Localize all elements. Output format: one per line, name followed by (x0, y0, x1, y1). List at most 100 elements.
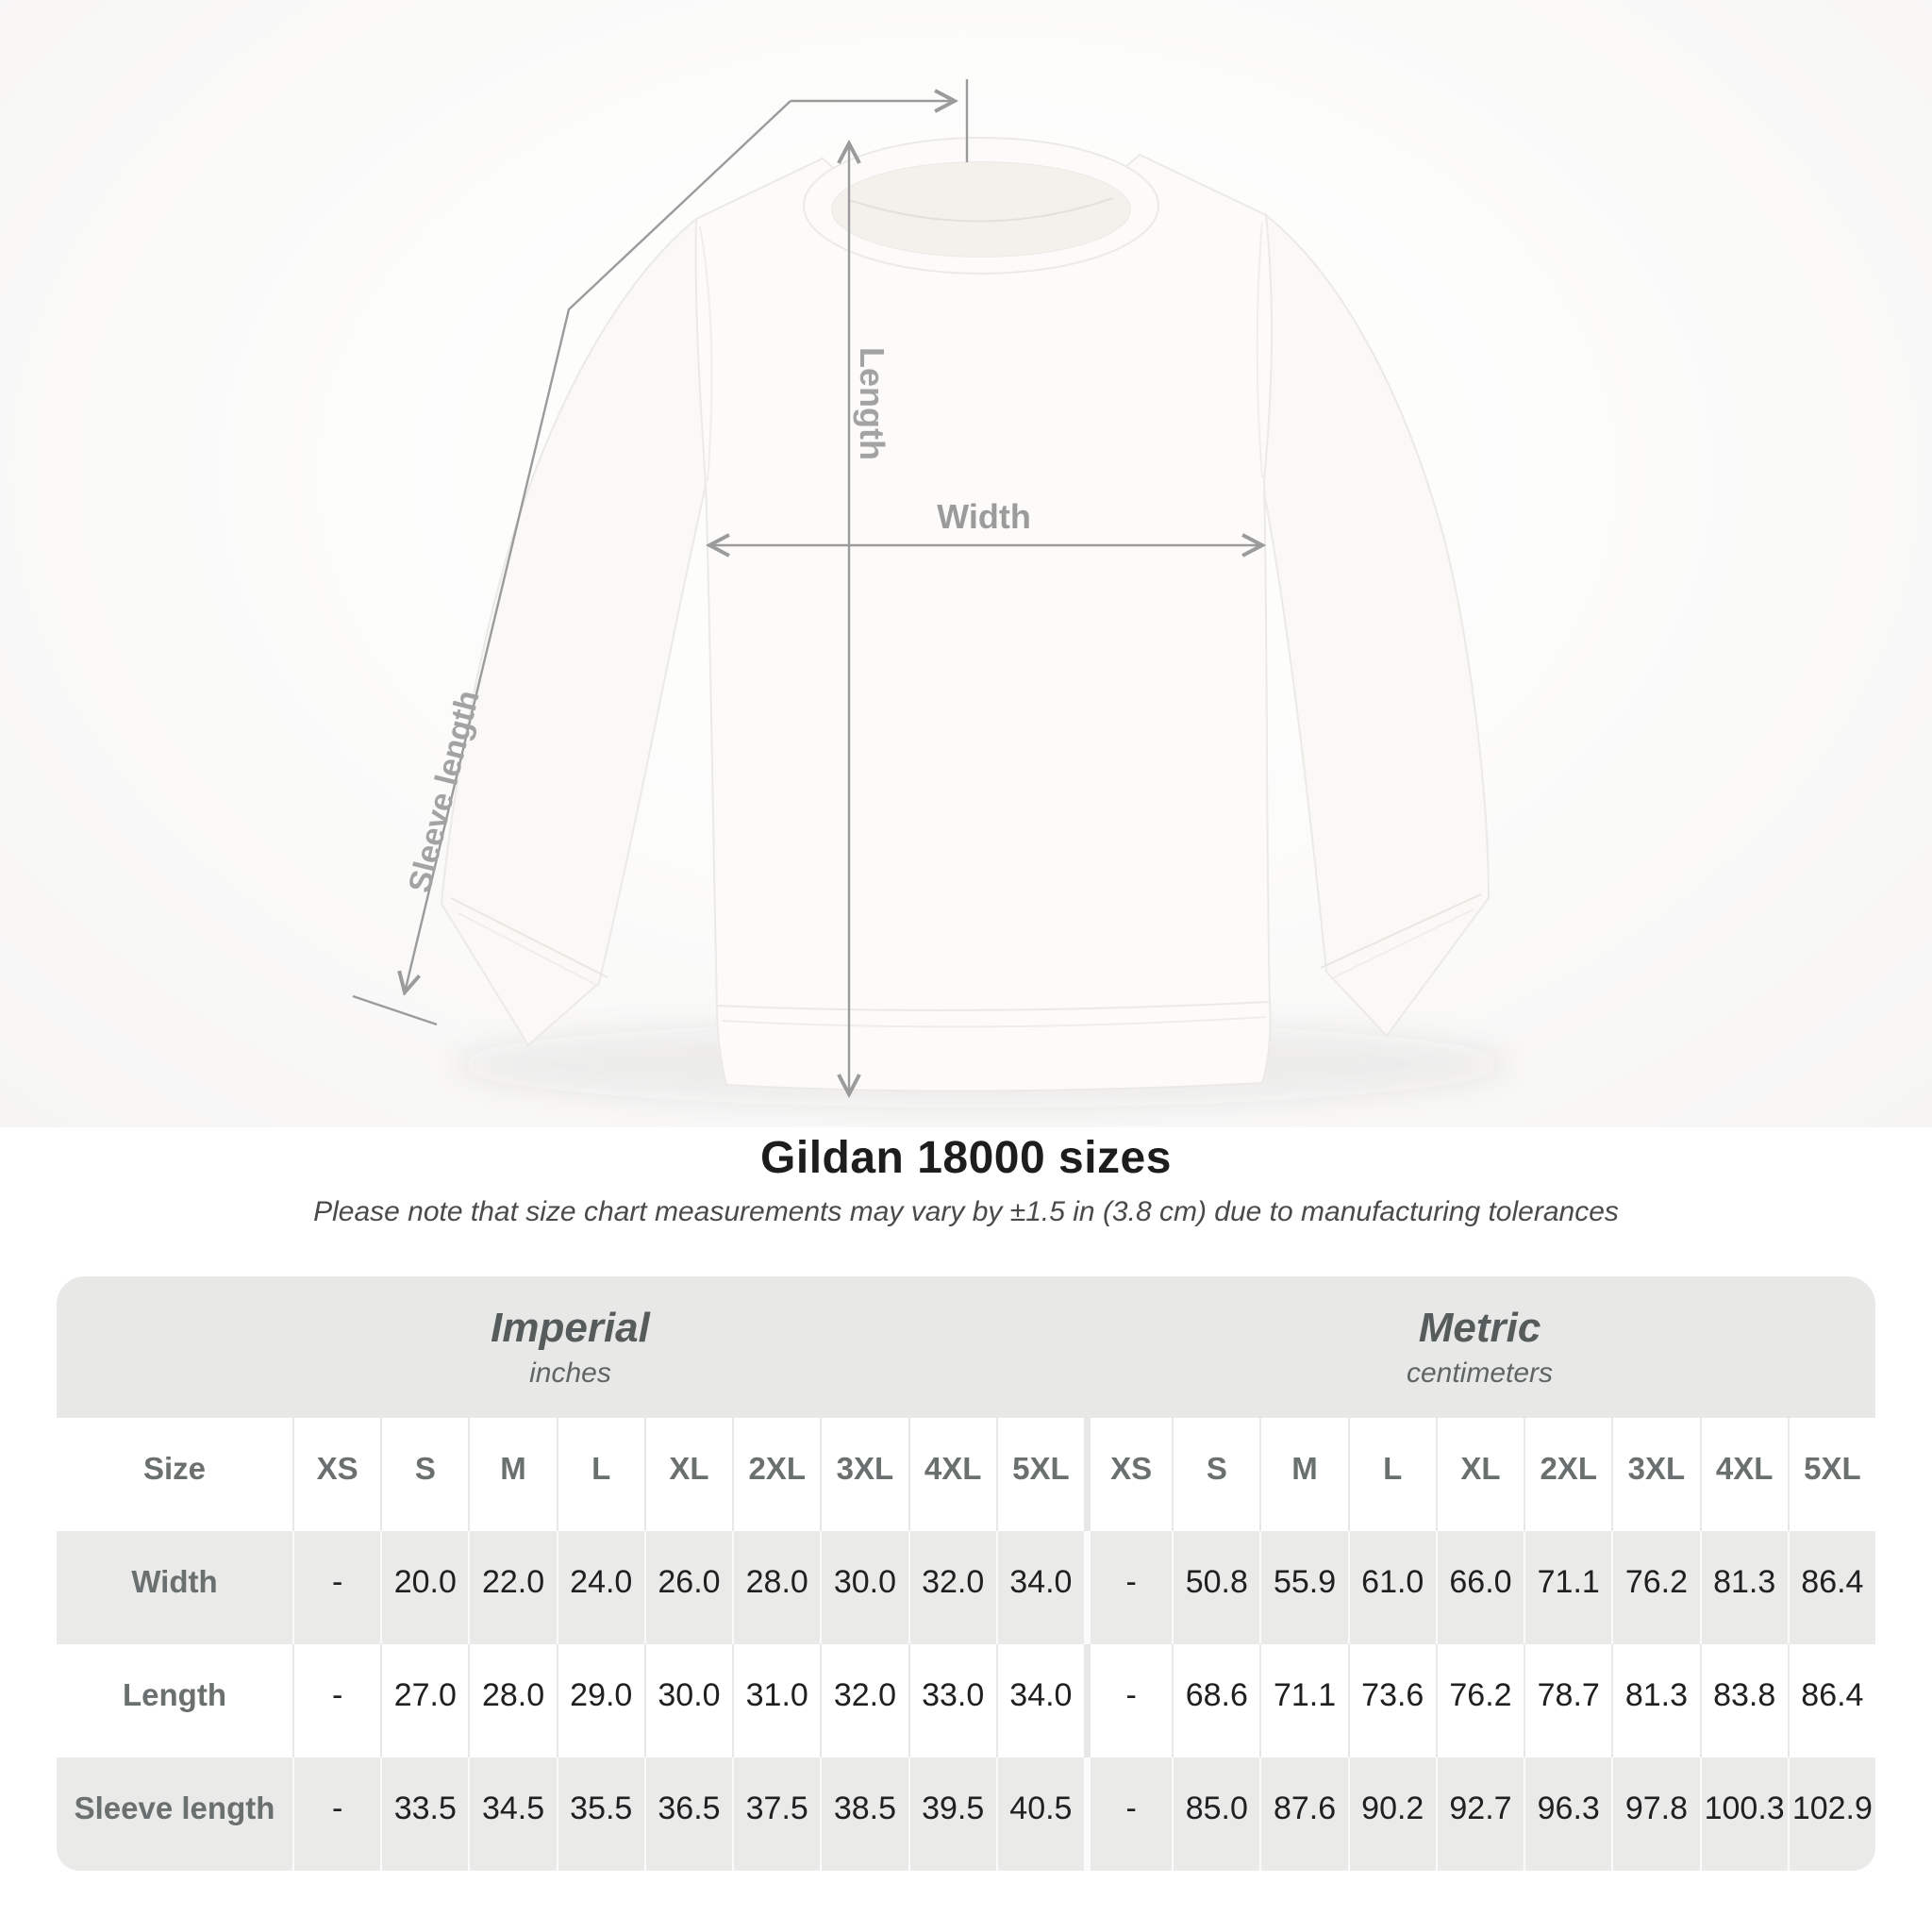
size-header-cell: M (468, 1418, 556, 1531)
value-cell: 92.7 (1435, 1757, 1524, 1871)
value-cell: 34.0 (995, 1644, 1084, 1757)
value-cell: 81.3 (1611, 1644, 1699, 1757)
value-cell: 102.9 (1787, 1757, 1875, 1871)
value-cell: 32.0 (820, 1644, 908, 1757)
value-cell: - (292, 1644, 380, 1757)
value-cell: 71.1 (1524, 1531, 1611, 1644)
left-sleeve (440, 216, 708, 1047)
imperial-label: Imperial (491, 1305, 650, 1351)
size-header-cell: 5XL (1787, 1418, 1875, 1531)
table-rows: Width -20.0 22.0 24.0 26.0 28.0 30.0 32.0 34.0-5… (57, 1531, 1875, 1871)
value-cell: 78.7 (1524, 1644, 1611, 1757)
size-header-row: Size XS S M L XL 2XL 3XL 4XL 5XL XS S M L XL 2XL 3XL 4XL… (57, 1418, 1875, 1531)
value-cell: 76.2 (1611, 1531, 1699, 1644)
length-label: Length (853, 347, 891, 460)
value-cell: 55.9 (1259, 1531, 1347, 1644)
value-cell: 37.5 (732, 1757, 820, 1871)
value-cell: 38.5 (820, 1757, 908, 1871)
size-header-cell: 3XL (1611, 1418, 1699, 1531)
value-cell: 97.8 (1611, 1757, 1699, 1871)
measurement-row: Sleeve length -33.5 34.5 35.5 36.5 37.5 38.5 39… (57, 1757, 1875, 1871)
value-cell: 86.4 (1787, 1644, 1875, 1757)
collar-inside (832, 162, 1130, 257)
value-cell: 27.0 (380, 1644, 468, 1757)
size-chart-table: Imperial inches Metric centimeters Size … (57, 1276, 1875, 1871)
value-cell: 22.0 (468, 1531, 556, 1644)
value-cell: - (292, 1531, 380, 1644)
size-header-cell: L (1347, 1418, 1436, 1531)
value-cell: 40.5 (995, 1757, 1084, 1871)
value-cell: 81.3 (1699, 1531, 1788, 1644)
size-header-cell: S (1172, 1418, 1259, 1531)
value-cell: 35.5 (556, 1757, 644, 1871)
value-cell: - (1083, 1644, 1172, 1757)
value-cell: 32.0 (908, 1531, 996, 1644)
value-cell: 90.2 (1347, 1757, 1436, 1871)
imperial-sublabel: inches (529, 1357, 611, 1389)
value-cell: 85.0 (1172, 1757, 1259, 1871)
size-header-cell: 3XL (820, 1418, 908, 1531)
metric-label: Metric (1418, 1305, 1541, 1351)
metric-sublabel: centimeters (1406, 1357, 1554, 1389)
metric-header: Metric centimeters (1084, 1276, 1875, 1418)
value-cell: 31.0 (732, 1644, 820, 1757)
waistband (715, 1000, 1272, 1092)
value-cell: 33.5 (380, 1757, 468, 1871)
value-cell: 50.8 (1172, 1531, 1259, 1644)
value-cell: - (292, 1757, 380, 1871)
value-cell: 34.5 (468, 1757, 556, 1871)
value-cell: 71.1 (1259, 1644, 1347, 1757)
value-cell: 29.0 (556, 1644, 644, 1757)
size-header-cell: XS (292, 1418, 380, 1531)
size-header-cell: XS (1083, 1418, 1172, 1531)
value-cell: 30.0 (643, 1644, 732, 1757)
sleeve-length-arrow (352, 79, 969, 1026)
page-subtitle: Please note that size chart measurements… (313, 1196, 1619, 1227)
row-label-cell: Length (123, 1677, 226, 1712)
value-cell: 26.0 (643, 1531, 732, 1644)
value-cell: 28.0 (732, 1531, 820, 1644)
unit-header-band: Imperial inches Metric centimeters (57, 1276, 1875, 1418)
size-header-cell: 2XL (1524, 1418, 1611, 1531)
value-cell: 76.2 (1435, 1644, 1524, 1757)
size-header-cell: M (1259, 1418, 1347, 1531)
product-photo: Length Width Sleeve length (0, 0, 1932, 1127)
value-cell: 34.0 (995, 1531, 1084, 1644)
value-cell: 66.0 (1435, 1531, 1524, 1644)
measurement-annotations (352, 79, 1262, 1094)
value-cell: 87.6 (1259, 1757, 1347, 1871)
size-corner-header: Size (142, 1451, 207, 1486)
value-cell: 100.3 (1699, 1757, 1788, 1871)
page-title: Gildan 18000 sizes (760, 1133, 1172, 1183)
value-cell: 24.0 (556, 1531, 644, 1644)
size-header-cell: 5XL (995, 1418, 1084, 1531)
value-cell: 86.4 (1787, 1531, 1875, 1644)
value-cell: 20.0 (380, 1531, 468, 1644)
value-cell: 83.8 (1699, 1644, 1788, 1757)
value-cell: 61.0 (1347, 1531, 1436, 1644)
right-sleeve (1260, 212, 1491, 1038)
value-cell: - (1083, 1757, 1172, 1871)
width-label: Width (937, 497, 1031, 536)
body-panel (694, 153, 1273, 1011)
value-cell: 33.0 (908, 1644, 996, 1757)
size-header-cell: XL (643, 1418, 732, 1531)
sweatshirt-diagram: Length Width Sleeve length (352, 79, 1509, 1108)
size-header-cell: S (380, 1418, 468, 1531)
row-label-cell: Width (131, 1564, 218, 1599)
value-cell: 96.3 (1524, 1757, 1611, 1871)
value-cell: 73.6 (1347, 1644, 1436, 1757)
size-header-cell: XL (1435, 1418, 1524, 1531)
imperial-header: Imperial inches (57, 1276, 1084, 1418)
size-header-cell: L (556, 1418, 644, 1531)
value-cell: 39.5 (908, 1757, 996, 1871)
size-header-cell: 4XL (908, 1418, 996, 1531)
size-header-cell: 2XL (732, 1418, 820, 1531)
value-cell: 30.0 (820, 1531, 908, 1644)
value-cell: 36.5 (643, 1757, 732, 1871)
value-cell: 28.0 (468, 1644, 556, 1757)
value-cell: - (1083, 1531, 1172, 1644)
row-label-cell: Sleeve length (74, 1790, 275, 1825)
size-header-cell: 4XL (1699, 1418, 1788, 1531)
